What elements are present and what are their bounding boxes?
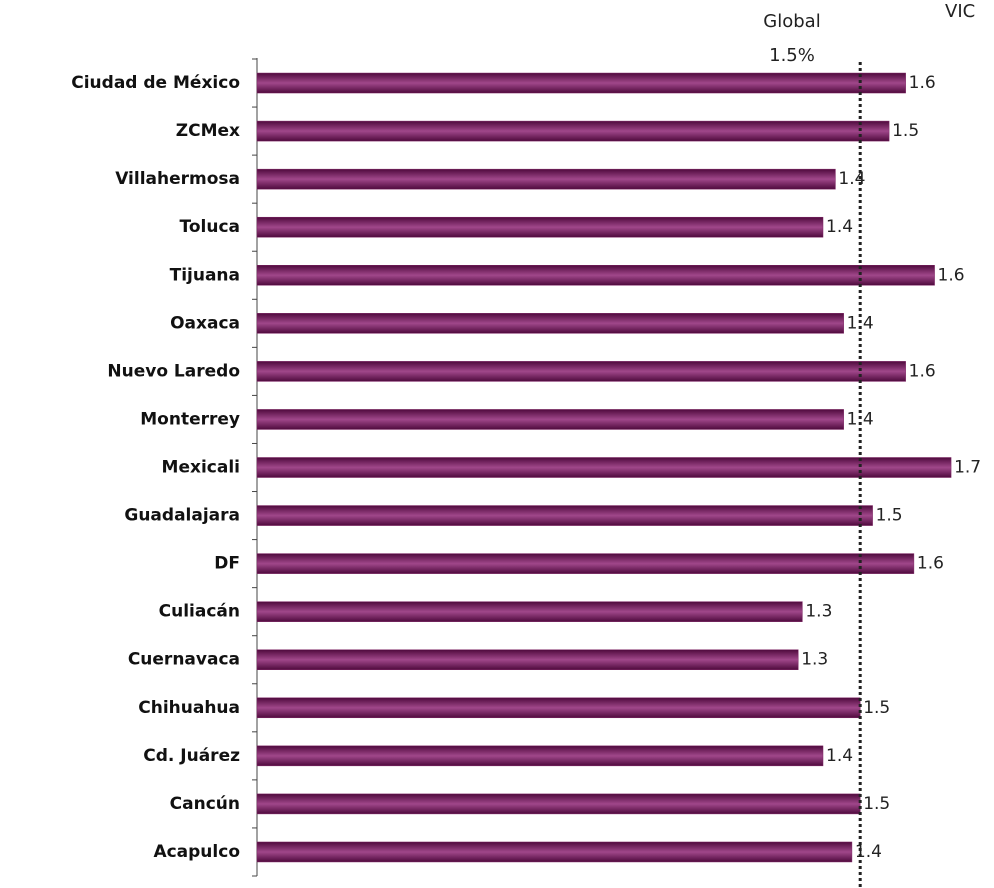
category-label: Cancún xyxy=(170,794,240,814)
bar xyxy=(256,216,824,238)
bar xyxy=(256,457,952,478)
value-label: 1.3 xyxy=(801,650,828,670)
bar xyxy=(256,120,890,142)
bar xyxy=(256,697,861,719)
value-label: 1.4 xyxy=(847,313,874,333)
value-label: 1.4 xyxy=(826,217,853,237)
category-label: Toluca xyxy=(180,217,241,237)
bar xyxy=(256,409,844,430)
category-label: Ciudad de México xyxy=(71,73,240,93)
reference-value-label: 1.5% xyxy=(769,45,815,66)
bar xyxy=(256,601,803,622)
category-label: Monterrey xyxy=(140,409,240,429)
category-label: Acapulco xyxy=(153,842,240,862)
bar xyxy=(256,72,906,94)
bar xyxy=(256,745,824,767)
value-label: 1.6 xyxy=(909,73,936,93)
bar xyxy=(256,361,906,382)
category-label: Culiacán xyxy=(159,602,240,622)
category-label: Tijuana xyxy=(170,265,240,285)
value-label: 1.5 xyxy=(876,506,903,526)
bar xyxy=(256,553,915,574)
category-label: ZCMex xyxy=(176,121,240,141)
value-label: 1.5 xyxy=(892,121,919,141)
value-label: 1.7 xyxy=(954,458,981,478)
chart-title: VIC xyxy=(945,1,975,22)
value-label: 1.5 xyxy=(863,794,890,814)
category-label: Cuernavaca xyxy=(128,650,240,670)
value-label: 1.4 xyxy=(838,169,865,189)
category-label: Villahermosa xyxy=(115,169,240,189)
category-label: Chihuahua xyxy=(138,698,240,718)
value-label: 1.6 xyxy=(909,361,936,381)
bar xyxy=(256,793,861,815)
category-label: Cd. Juárez xyxy=(143,746,240,766)
value-label: 1.6 xyxy=(938,265,965,285)
bar xyxy=(256,168,836,190)
category-label: Nuevo Laredo xyxy=(107,361,240,381)
bar xyxy=(256,313,844,334)
category-label: DF xyxy=(214,554,240,574)
bar xyxy=(256,265,935,286)
reference-label: Global xyxy=(763,11,820,32)
value-label: 1.6 xyxy=(917,554,944,574)
category-label: Mexicali xyxy=(162,458,240,478)
category-label: Oaxaca xyxy=(170,313,240,333)
bar xyxy=(256,649,799,670)
bar xyxy=(256,505,873,526)
value-label: 1.4 xyxy=(826,746,853,766)
value-label: 1.3 xyxy=(805,602,832,622)
bar xyxy=(256,841,853,863)
category-label: Guadalajara xyxy=(124,506,240,526)
value-label: 1.4 xyxy=(847,409,874,429)
value-label: 1.5 xyxy=(863,698,890,718)
